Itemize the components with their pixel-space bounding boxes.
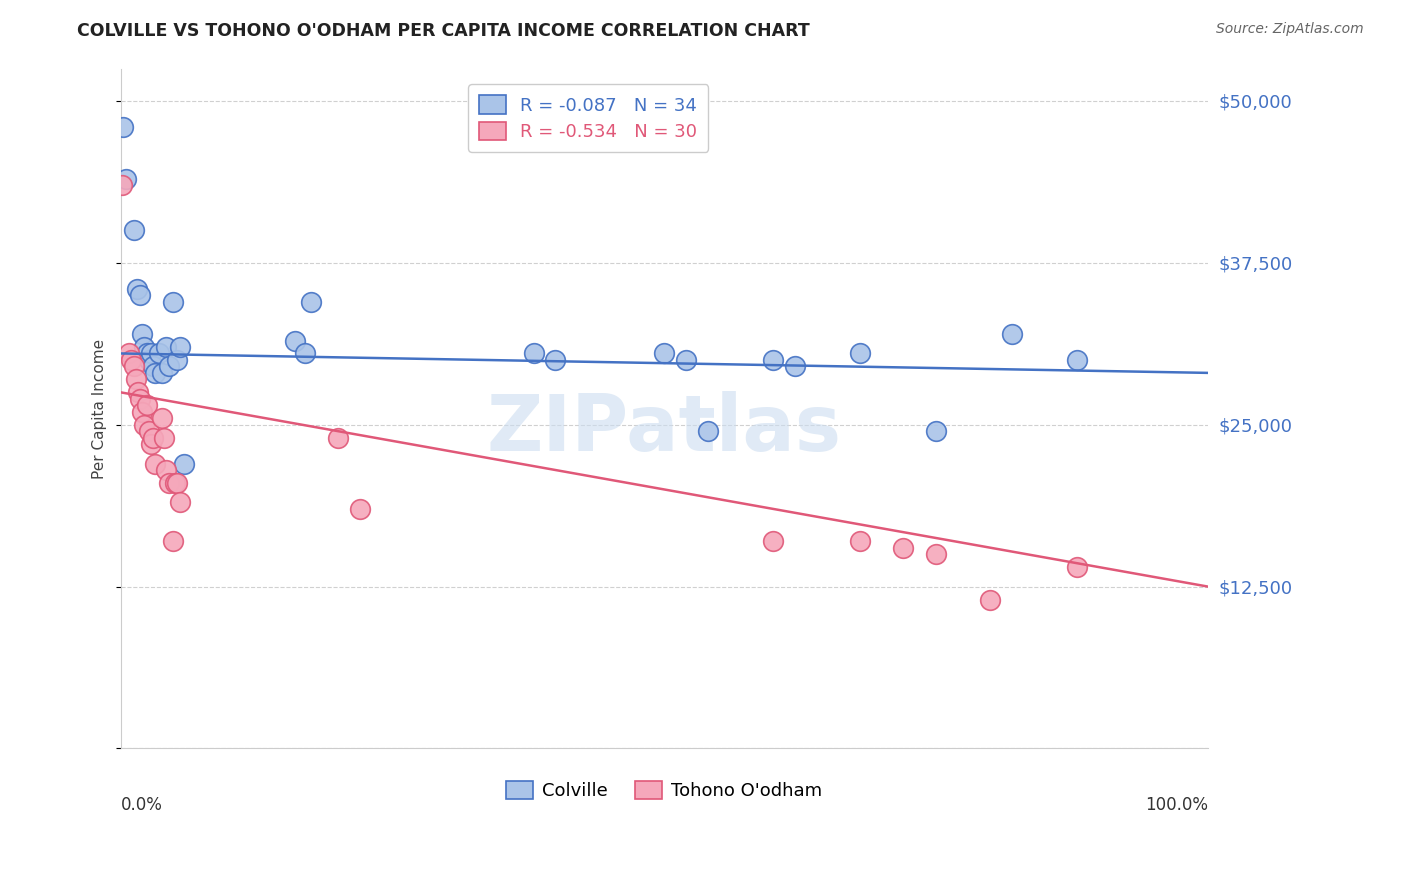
Point xyxy=(166,353,188,368)
Point xyxy=(131,326,153,341)
Point xyxy=(849,346,872,360)
Text: COLVILLE VS TOHONO O'ODHAM PER CAPITA INCOME CORRELATION CHART: COLVILLE VS TOHONO O'ODHAM PER CAPITA IN… xyxy=(77,22,810,40)
Point xyxy=(135,398,157,412)
Point xyxy=(122,359,145,374)
Point xyxy=(129,288,152,302)
Point xyxy=(166,475,188,490)
Text: ZIPatlas: ZIPatlas xyxy=(486,391,842,467)
Point xyxy=(294,346,316,360)
Point xyxy=(155,463,177,477)
Point xyxy=(125,372,148,386)
Point xyxy=(139,437,162,451)
Point xyxy=(148,346,170,360)
Point xyxy=(131,405,153,419)
Point xyxy=(134,417,156,432)
Point xyxy=(142,359,165,374)
Point xyxy=(283,334,305,348)
Point xyxy=(138,353,160,368)
Point xyxy=(159,475,181,490)
Point xyxy=(544,353,567,368)
Point xyxy=(115,171,138,186)
Point xyxy=(139,346,162,360)
Point xyxy=(652,346,675,360)
Point xyxy=(135,346,157,360)
Point xyxy=(349,501,371,516)
Text: 100.0%: 100.0% xyxy=(1144,796,1208,814)
Point xyxy=(122,223,145,237)
Point xyxy=(162,294,184,309)
Point xyxy=(893,541,915,555)
Point xyxy=(523,346,546,360)
Point xyxy=(111,120,134,134)
Point xyxy=(173,457,195,471)
Point xyxy=(169,495,191,509)
Legend: Colville, Tohono O'odham: Colville, Tohono O'odham xyxy=(499,773,830,807)
Point xyxy=(118,346,141,360)
Point xyxy=(783,359,806,374)
Point xyxy=(153,431,176,445)
Point xyxy=(849,534,872,549)
Point xyxy=(1001,326,1024,341)
Point xyxy=(762,353,785,368)
Point xyxy=(120,353,142,368)
Point xyxy=(299,294,322,309)
Point xyxy=(142,431,165,445)
Point xyxy=(925,547,948,561)
Point xyxy=(143,366,166,380)
Point xyxy=(150,411,173,425)
Point xyxy=(675,353,697,368)
Point xyxy=(169,340,191,354)
Point xyxy=(155,340,177,354)
Point xyxy=(143,457,166,471)
Point xyxy=(159,359,181,374)
Point xyxy=(134,340,156,354)
Text: Source: ZipAtlas.com: Source: ZipAtlas.com xyxy=(1216,22,1364,37)
Point xyxy=(1066,560,1088,574)
Point xyxy=(762,534,785,549)
Point xyxy=(1066,353,1088,368)
Point xyxy=(925,424,948,438)
Point xyxy=(979,592,1001,607)
Point xyxy=(162,534,184,549)
Point xyxy=(110,178,132,192)
Point xyxy=(326,431,349,445)
Y-axis label: Per Capita Income: Per Capita Income xyxy=(93,338,107,479)
Point xyxy=(163,475,186,490)
Text: 0.0%: 0.0% xyxy=(121,796,163,814)
Point xyxy=(127,385,149,400)
Point xyxy=(129,392,152,406)
Point xyxy=(150,366,173,380)
Point xyxy=(696,424,718,438)
Point xyxy=(125,282,148,296)
Point xyxy=(138,424,160,438)
